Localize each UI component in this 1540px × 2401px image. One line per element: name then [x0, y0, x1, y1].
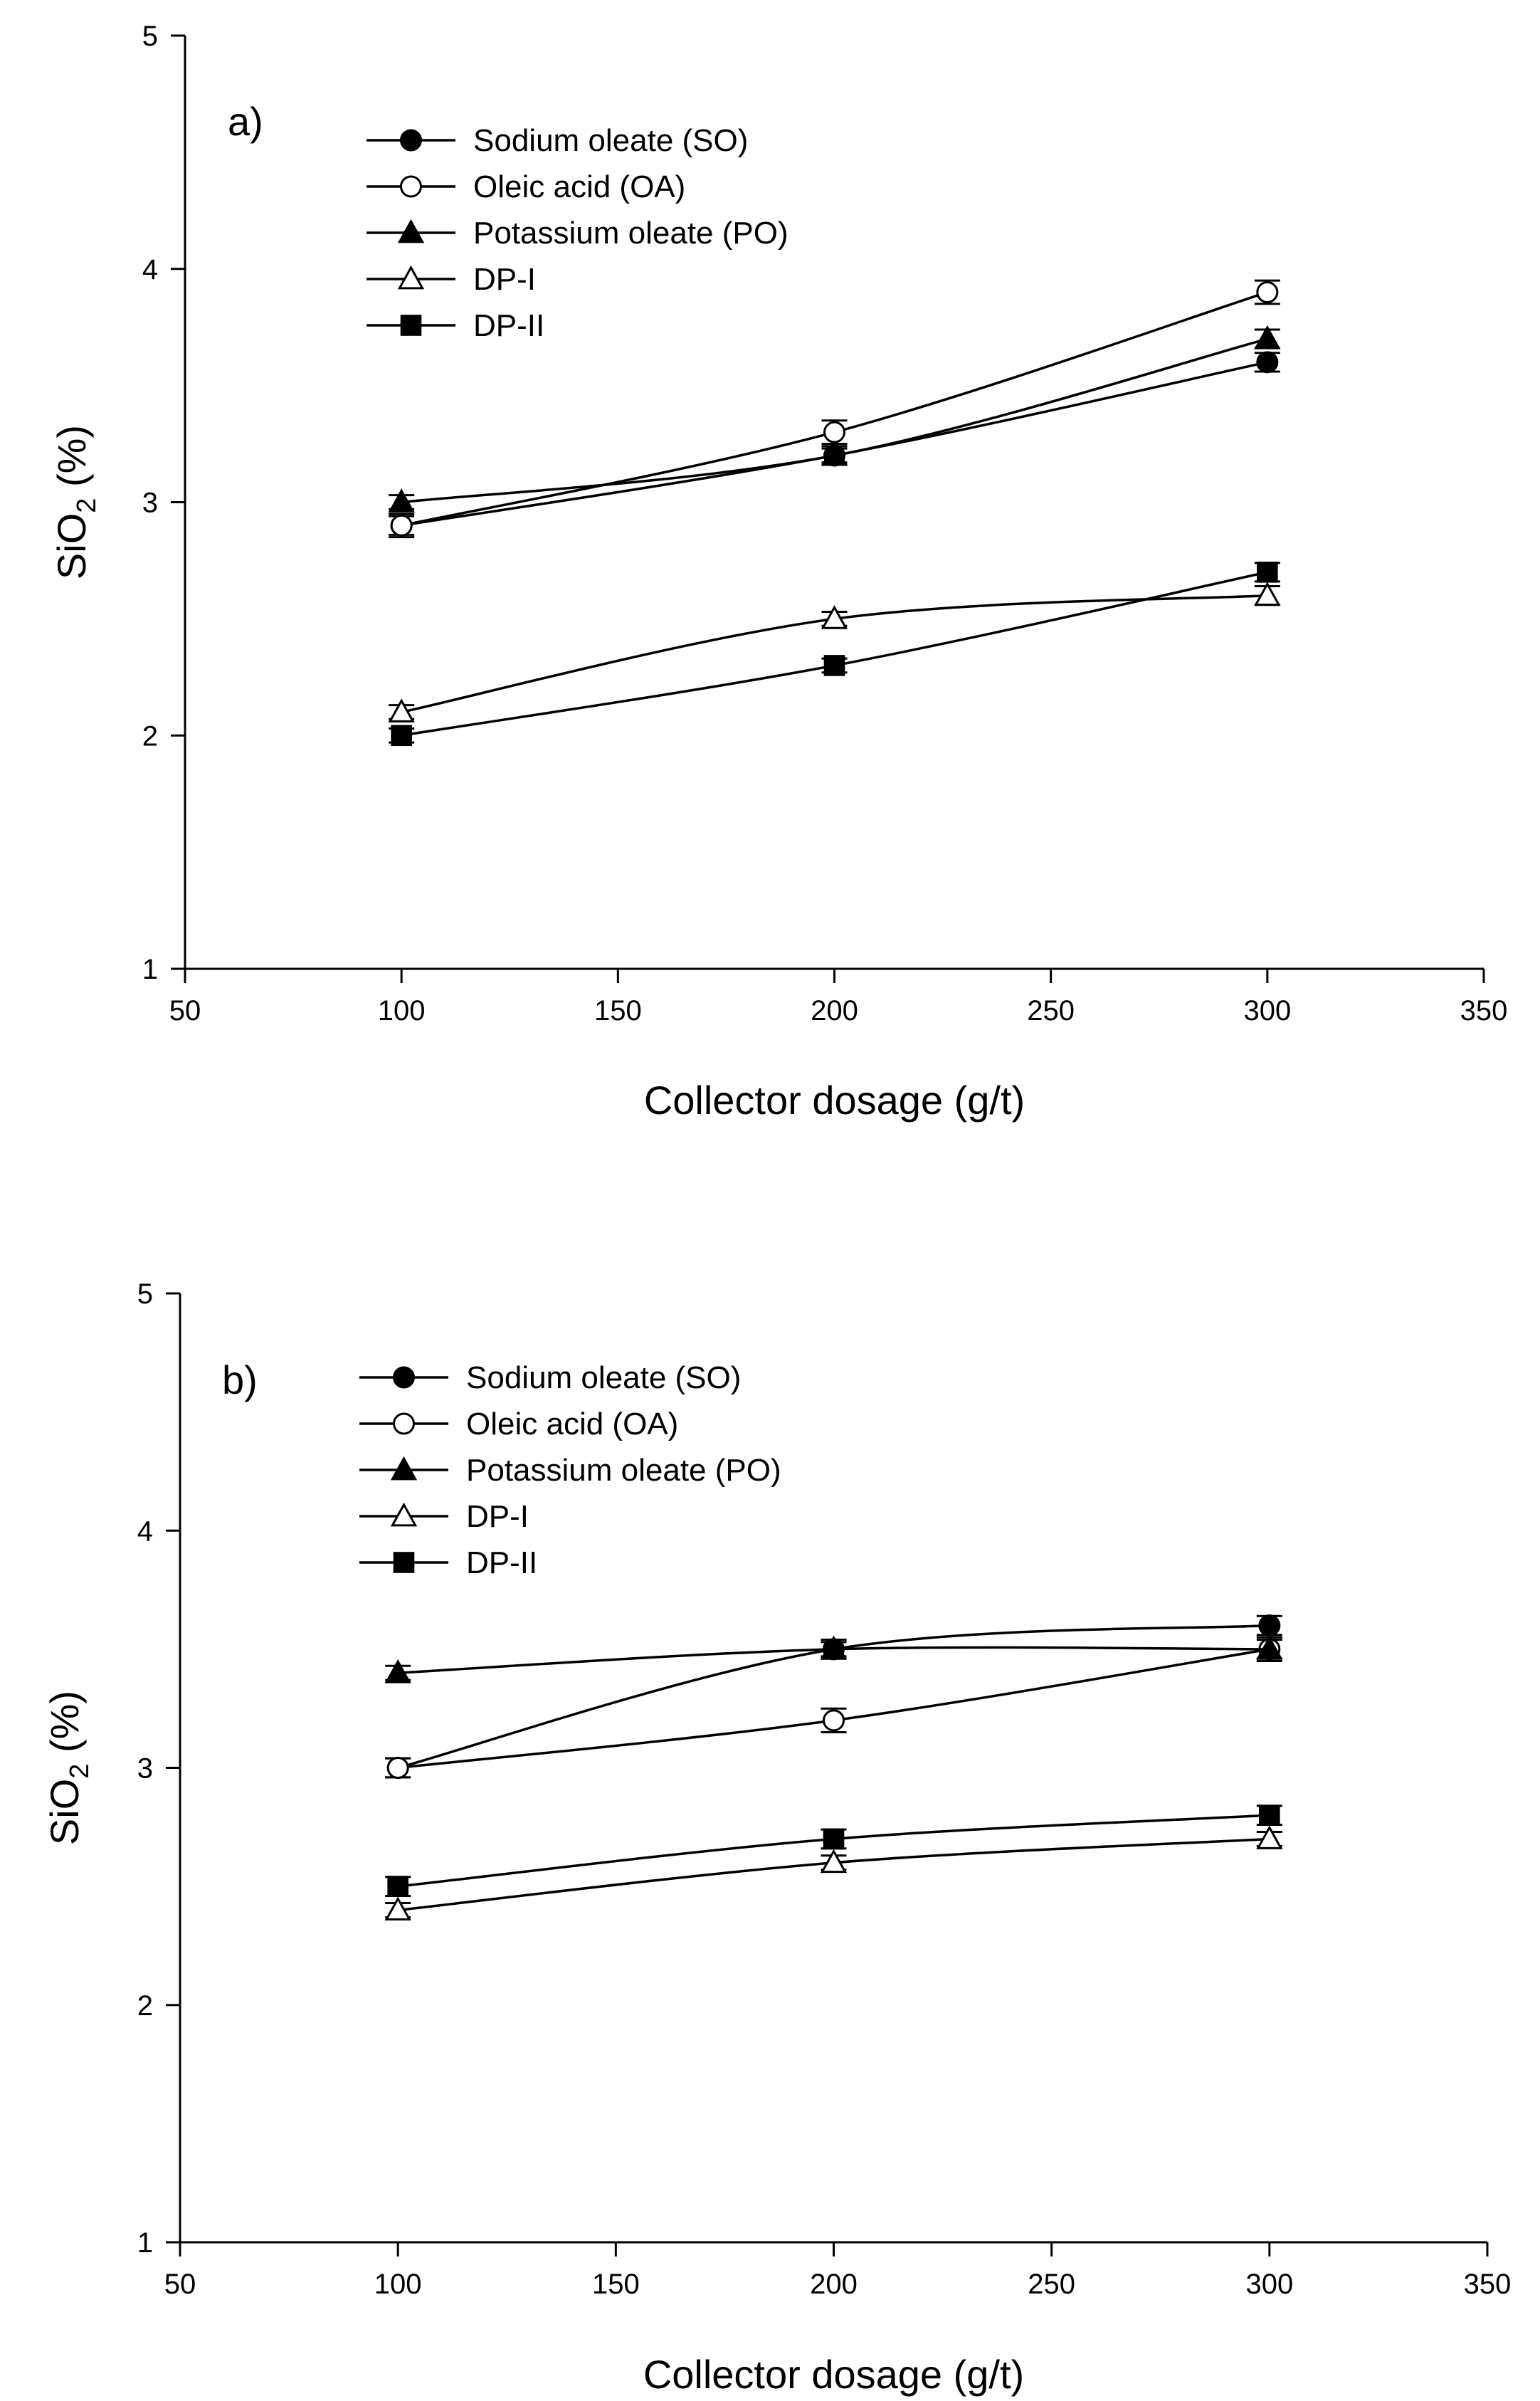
y-axis-title-suffix: (%) [42, 1691, 87, 1764]
y-axis-title-main: SiO [49, 513, 94, 579]
data-point [384, 1659, 411, 1683]
legend-marker [390, 1502, 418, 1527]
legend-marker [400, 175, 422, 198]
y-tick-label: 5 [142, 21, 158, 52]
legend-label: DP-II [466, 1545, 537, 1580]
series-dp-ii [385, 1804, 1282, 1897]
panel-label: a) [228, 99, 263, 144]
x-tick-label: 200 [810, 2269, 858, 2300]
data-point [387, 1876, 408, 1897]
legend-marker [397, 265, 425, 290]
legend-marker [393, 1412, 415, 1435]
data-point [388, 488, 415, 513]
data-point [823, 1828, 845, 1850]
data-point [821, 605, 848, 629]
legend: Sodium oleate (SO) Oleic acid (OA) Potassi… [366, 123, 789, 343]
y-tick-label: 4 [137, 1515, 153, 1547]
x-tick-label: 300 [1245, 2269, 1293, 2300]
y-tick-label: 5 [137, 1278, 153, 1310]
data-point [1256, 281, 1279, 304]
legend-label: Sodium oleate (SO) [473, 123, 748, 158]
data-point [1254, 325, 1281, 350]
legend-marker [393, 1366, 415, 1389]
x-tick-label: 150 [592, 2269, 640, 2300]
x-tick-label: 50 [164, 2269, 196, 2300]
panel-label: b) [222, 1357, 258, 1402]
data-point [820, 1635, 848, 1660]
y-tick-label: 3 [142, 488, 158, 519]
y-tick-label: 3 [137, 1753, 153, 1785]
x-tick-label: 150 [594, 995, 642, 1026]
chart-panel-b: 50 100 150 200 250 300 350 1 2 3 4 5 Collector dosag… [42, 1278, 1511, 2397]
legend-label: Sodium oleate (SO) [466, 1360, 741, 1395]
y-tick-label: 2 [137, 1990, 153, 2022]
legend-label: Potassium oleate (PO) [473, 216, 789, 251]
x-tick-label: 250 [1027, 995, 1075, 1026]
y-axis-title: SiO2 (%) [49, 425, 102, 579]
data-point [823, 421, 845, 443]
y-tick-label: 4 [142, 254, 158, 285]
data-point [821, 441, 848, 466]
data-point [386, 1757, 409, 1779]
data-point [1258, 1614, 1281, 1637]
x-tick-label: 200 [811, 995, 858, 1026]
data-point [1254, 582, 1281, 606]
data-point [823, 1709, 845, 1732]
y-axis-title-main: SiO [42, 1779, 87, 1845]
series-po [388, 325, 1281, 513]
y-tick-label: 1 [142, 954, 158, 985]
series-line [401, 571, 1268, 737]
y-axis-title-subscript: 2 [72, 498, 102, 513]
x-tick-label: 350 [1464, 2269, 1512, 2300]
legend-marker [400, 129, 422, 152]
legend-marker [390, 1456, 418, 1481]
data-point [390, 514, 413, 537]
x-tick-label: 50 [169, 995, 201, 1026]
data-point [388, 698, 415, 723]
y-tick-label: 1 [137, 2227, 153, 2259]
data-point [1256, 1825, 1283, 1849]
data-point [384, 1896, 411, 1921]
data-point [1257, 562, 1278, 583]
x-tick-label: 100 [374, 2269, 422, 2300]
x-axis-title: Collector dosage (g/t) [643, 2352, 1024, 2397]
series-po [384, 1635, 1283, 1683]
legend-marker [397, 219, 425, 243]
series-oa [389, 279, 1280, 539]
series-dp-i [388, 582, 1281, 723]
legend-marker [393, 1552, 415, 1573]
x-tick-label: 250 [1028, 2269, 1075, 2300]
legend: Sodium oleate (SO) Oleic acid (OA) Potassi… [359, 1360, 781, 1580]
series-dp-i [384, 1825, 1283, 1921]
legend-label: DP-I [473, 262, 536, 297]
x-axis-title: Collector dosage (g/t) [644, 1078, 1025, 1123]
y-tick-label: 2 [142, 720, 158, 752]
legend-label: Oleic acid (OA) [473, 169, 685, 204]
legend-marker [400, 315, 422, 336]
series-dp-ii [389, 562, 1280, 747]
x-tick-label: 350 [1460, 995, 1508, 1026]
y-axis-title: SiO2 (%) [42, 1691, 95, 1845]
chart-panel-a: 50 100 150 200 250 300 350 1 2 3 4 5 Collector dosag… [49, 21, 1507, 1123]
data-point [1256, 351, 1279, 374]
x-tick-label: 300 [1243, 995, 1291, 1026]
x-tick-label: 100 [378, 995, 426, 1026]
y-axis-title-subscript: 2 [65, 1764, 95, 1779]
data-point [820, 1849, 848, 1874]
data-point [1259, 1804, 1280, 1826]
legend-label: DP-I [466, 1499, 529, 1534]
data-point [1256, 1635, 1283, 1660]
y-axis-title-suffix: (%) [49, 425, 94, 498]
data-point [391, 725, 412, 747]
legend-label: Oleic acid (OA) [466, 1407, 678, 1441]
legend-label: DP-II [473, 308, 544, 343]
data-point [823, 655, 845, 676]
legend-label: Potassium oleate (PO) [466, 1453, 781, 1488]
